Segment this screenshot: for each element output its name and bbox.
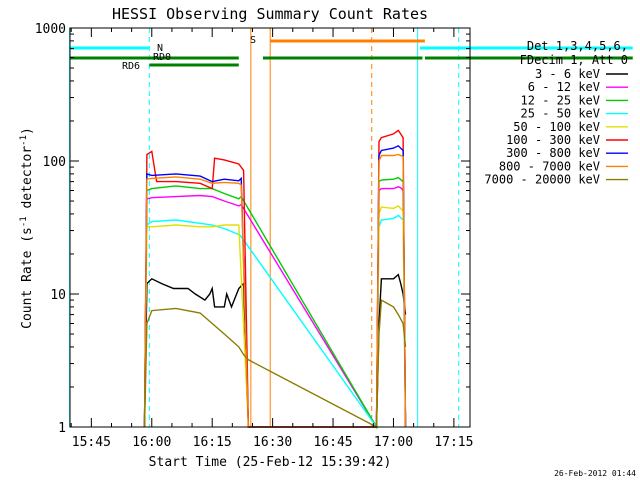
x-tick-label-6: 17:15: [434, 435, 473, 450]
legend-label-0: 3 - 6 keV: [535, 67, 600, 81]
plot-frame: [69, 27, 471, 428]
x-tick-label-4: 16:45: [313, 435, 352, 450]
y-tick-label-1: 10: [50, 288, 66, 303]
legend-label-4: 50 - 100 keV: [513, 120, 600, 134]
y-axis-ticks: 1 10 100 1000: [35, 22, 470, 436]
series-line-8: [143, 298, 407, 429]
x-tick-label-0: 15:45: [72, 435, 111, 450]
x-tick-label-2: 16:15: [193, 435, 232, 450]
y-axis-label: Count Rate (s-1 detector-1): [19, 127, 35, 329]
legend-label-8: 7000 - 20000 keV: [484, 173, 600, 187]
x-axis-ticks: 15:45 16:00 16:15 16:30 16:45 17:00 17:15: [70, 28, 473, 450]
series-line-0: [143, 273, 407, 428]
legend-label-7: 800 - 7000 keV: [499, 159, 600, 173]
series-line-5: [143, 129, 407, 428]
footer-timestamp: 26-Feb-2012 01:44: [554, 469, 636, 478]
flag-label-n: N: [157, 43, 163, 54]
series-lines: [143, 129, 407, 430]
series-line-7: [143, 153, 407, 428]
legend-header-2: FDecim 1, Att 0: [520, 53, 628, 67]
legend-label-6: 300 - 800 keV: [506, 146, 600, 160]
x-axis-label: Start Time (25-Feb-12 15:39:42): [149, 455, 392, 470]
x-tick-label-3: 16:30: [253, 435, 292, 450]
series-line-6: [143, 144, 407, 428]
flag-label-rd6: RD6: [122, 61, 140, 72]
legend-header-1: Det 1,3,4,5,6,: [527, 39, 628, 53]
x-tick-label-1: 16:00: [132, 435, 171, 450]
series-line-2: [143, 176, 407, 430]
chart-title: HESSI Observing Summary Count Rates: [112, 5, 428, 23]
legend-label-2: 12 - 25 keV: [521, 93, 600, 107]
series-line-4: [143, 205, 407, 428]
y-tick-label-3: 1000: [35, 22, 66, 37]
y-tick-label-0: 1: [58, 421, 66, 436]
flag-label-rd0: RD0: [153, 52, 171, 63]
y-tick-label-2: 100: [43, 155, 66, 170]
legend-label-5: 100 - 300 keV: [506, 133, 600, 147]
flag-label-s: S: [250, 35, 256, 46]
legend-label-3: 25 - 50 keV: [521, 107, 600, 121]
x-tick-label-5: 17:00: [374, 435, 413, 450]
legend-label-1: 6 - 12 keV: [528, 80, 600, 94]
